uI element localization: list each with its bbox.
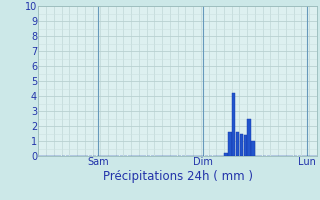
X-axis label: Précipitations 24h ( mm ): Précipitations 24h ( mm ) [103, 170, 252, 183]
Bar [228, 132, 232, 156]
Bar [236, 132, 239, 156]
Bar [251, 141, 255, 156]
Bar [240, 134, 243, 156]
Bar [224, 153, 228, 156]
Bar [244, 135, 247, 156]
Bar [232, 93, 236, 156]
Bar [247, 118, 251, 156]
